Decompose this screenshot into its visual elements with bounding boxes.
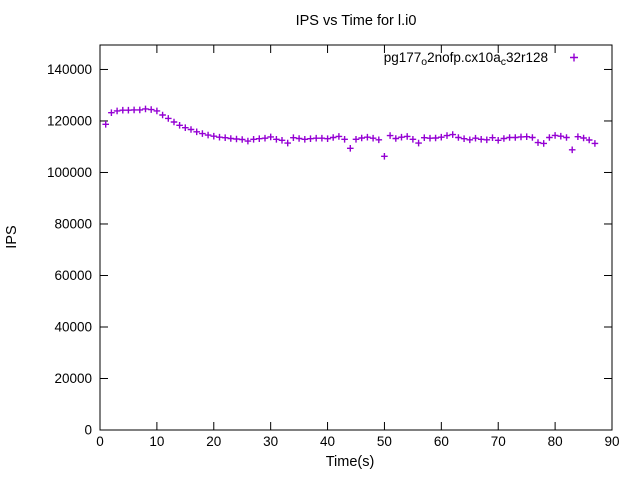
y-tick-label: 140000 <box>47 62 92 77</box>
tick-marks <box>99 45 613 431</box>
x-tick-label: 0 <box>96 434 104 449</box>
y-tick-label: 40000 <box>54 319 92 334</box>
legend: pg177o2nofp.cx10ac32r128 <box>384 50 578 68</box>
x-tick-label: 50 <box>377 434 392 449</box>
x-tick-label: 60 <box>434 434 449 449</box>
y-axis-label: IPS <box>4 225 20 248</box>
x-tick-label: 90 <box>604 434 619 449</box>
x-tick-label: 40 <box>320 434 335 449</box>
data-points <box>102 105 599 160</box>
y-tick-label: 0 <box>84 423 92 438</box>
legend-series-label: pg177o2nofp.cx10ac32r128 <box>384 50 548 68</box>
series-markers <box>102 105 599 160</box>
y-tick-label: 60000 <box>54 268 92 283</box>
x-tick-label: 80 <box>548 434 563 449</box>
plot-border <box>99 44 613 431</box>
chart-title: IPS vs Time for l.i0 <box>296 13 417 29</box>
x-tick-label: 70 <box>491 434 506 449</box>
axes <box>99 44 613 431</box>
x-tick-label: 10 <box>149 434 164 449</box>
x-tick-label: 20 <box>206 434 221 449</box>
x-axis-label: Time(s) <box>326 454 375 470</box>
y-tick-label: 80000 <box>54 216 92 231</box>
x-tick-label: 30 <box>263 434 278 449</box>
legend-marker <box>570 53 578 62</box>
y-tick-label: 120000 <box>47 113 92 128</box>
y-tick-label: 20000 <box>54 371 92 386</box>
tick-labels: 0 10 20 30 40 50 60 70 80 90 0 20000 40000 60000 80000… <box>47 62 620 449</box>
y-tick-label: 100000 <box>47 165 92 180</box>
